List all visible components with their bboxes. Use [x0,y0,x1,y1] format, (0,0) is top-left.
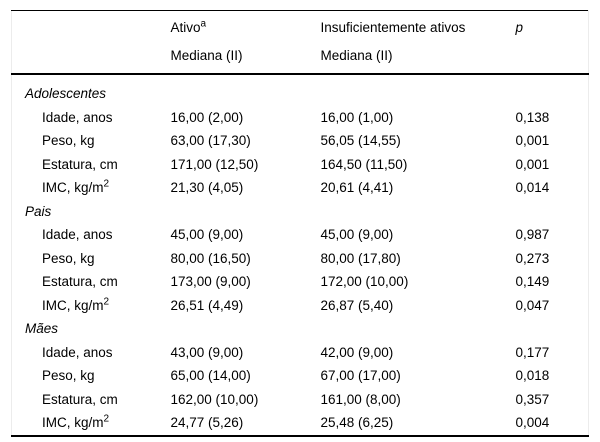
table-row: IMC, kg/m2 24,77 (5,26) 25,48 (6,25) 0,004 [12,411,589,436]
table-header: Ativoa Mediana (II) Insuficientemente at… [11,10,589,75]
table-row: IMC, kg/m2 26,51 (4,49) 26,87 (5,40) 0,047 [12,294,589,318]
table-row: Peso, kg 80,00 (16,50) 80,00 (17,80) 0,273 [12,247,589,271]
cell-ativo-value: 65,00 (14,00) [170,368,251,384]
table-row: IMC, kg/m2 21,30 (4,05) 20,61 (4,41) 0,014 [12,176,589,200]
header-ativo-column: Ativoa Mediana (II) [170,10,321,75]
table-body: Adolescentes Idade, anos 16,00 (2,00) 16,00… [12,74,589,436]
row-variable-label: Peso, kg [12,129,171,153]
header-insuficientemente-ativos-subtitle: Mediana (II) [320,48,393,63]
cell-insuficientemente-ativos-value: 25,48 (6,25) [320,415,394,431]
row-variable-label-text: IMC, kg/m [42,297,104,313]
header-insuficientemente-ativos-label: Insuficientemente ativos [320,20,466,35]
cell-insuficientemente-ativos-value: 26,87 (5,40) [320,297,394,313]
cell-ativo-value: 171,00 (12,50) [170,156,259,172]
cell-p-value: 0,001 [515,133,550,149]
cell-ativo-value: 173,00 (9,00) [170,274,251,290]
cell-insuficientemente-ativos-value: 45,00 (9,00) [320,227,394,243]
header-p-column: p [515,10,589,75]
cell-insuficientemente-ativos-value: 67,00 (17,00) [320,368,401,384]
unit-superscript: 2 [103,296,110,308]
section-header-row: Pais [12,200,589,224]
header-variable-column [11,10,171,75]
cell-ativo-value: 45,00 (9,00) [170,227,244,243]
unit-superscript: 2 [103,413,110,425]
cell-insuficientemente-ativos-value: 80,00 (17,80) [320,250,401,266]
medians-comparison-table: Ativoa Mediana (II) Insuficientemente at… [11,10,589,437]
cell-p-value: 0,149 [515,274,550,290]
header-row: Ativoa Mediana (II) Insuficientemente at… [11,10,589,75]
cell-insuficientemente-ativos-value: 56,05 (14,55) [320,133,401,149]
row-variable-label: Estatura, cm [12,388,171,412]
row-variable-label: Idade, anos [12,106,171,130]
cell-ativo-value: 24,77 (5,26) [170,415,244,431]
cell-p-value: 0,047 [515,297,550,313]
table-row: Peso, kg 65,00 (14,00) 67,00 (17,00) 0,018 [12,364,589,388]
cell-p-value: 0,138 [515,109,550,125]
section-name: Pais [25,203,52,219]
table-row: Peso, kg 63,00 (17,30) 56,05 (14,55) 0,001 [12,129,589,153]
section-header-row: Adolescentes [12,74,589,106]
cell-ativo-value: 43,00 (9,00) [170,344,244,360]
row-variable-label-text: Peso, kg [42,368,95,384]
row-variable-label-text: Peso, kg [42,250,95,266]
section-header-row: Mães [12,317,589,341]
table-row: Idade, anos 16,00 (2,00) 16,00 (1,00) 0,138 [12,106,589,130]
cell-ativo-value: 21,30 (4,05) [170,180,244,196]
unit-superscript: 2 [103,178,110,190]
row-variable-label-text: Idade, anos [42,227,113,243]
row-variable-label: IMC, kg/m2 [12,411,171,436]
header-insuficientemente-ativos-column: Insuficientemente ativos Mediana (II) [320,10,516,75]
row-variable-label-text: Idade, anos [42,109,113,125]
cell-ativo-value: 63,00 (17,30) [170,133,251,149]
row-variable-label-text: IMC, kg/m [42,180,104,196]
table-row: Estatura, cm 162,00 (10,00) 161,00 (8,00) 0… [12,388,589,412]
row-variable-label: IMC, kg/m2 [12,294,171,318]
cell-ativo-value: 26,51 (4,49) [170,297,244,313]
row-variable-label: Peso, kg [12,247,171,271]
section-name: Mães [25,321,59,337]
cell-insuficientemente-ativos-value: 164,50 (11,50) [320,156,408,172]
section-name: Adolescentes [25,86,107,102]
row-variable-label: Idade, anos [12,223,171,247]
header-ativo-subtitle: Mediana (II) [170,48,243,63]
row-variable-label: Peso, kg [12,364,171,388]
cell-ativo-value: 162,00 (10,00) [170,391,259,407]
table-row: Idade, anos 45,00 (9,00) 45,00 (9,00) 0,987 [12,223,589,247]
table-row: Estatura, cm 171,00 (12,50) 164,50 (11,50)… [12,153,589,177]
cell-p-value: 0,273 [515,250,550,266]
table-row: Idade, anos 43,00 (9,00) 42,00 (9,00) 0,177 [12,341,589,365]
cell-p-value: 0,014 [515,180,550,196]
row-variable-label: IMC, kg/m2 [12,176,171,200]
footnote-marker-a: a [200,18,207,30]
row-variable-label-text: IMC, kg/m [42,415,104,431]
cell-p-value: 0,987 [515,227,550,243]
row-variable-label-text: Estatura, cm [42,391,118,407]
row-variable-label: Estatura, cm [12,270,171,294]
cell-p-value: 0,004 [515,415,550,431]
cell-insuficientemente-ativos-value: 16,00 (1,00) [320,109,394,125]
cell-p-value: 0,357 [515,391,550,407]
row-variable-label-text: Estatura, cm [42,274,118,290]
cell-insuficientemente-ativos-value: 42,00 (9,00) [320,344,394,360]
row-variable-label: Estatura, cm [12,153,171,177]
header-p-label: p [515,20,524,35]
row-variable-label-text: Estatura, cm [42,156,118,172]
table-row: Estatura, cm 173,00 (9,00) 172,00 (10,00) 0… [12,270,589,294]
cell-ativo-value: 80,00 (16,50) [170,250,251,266]
cell-ativo-value: 16,00 (2,00) [170,109,244,125]
row-variable-label-text: Peso, kg [42,133,95,149]
cell-insuficientemente-ativos-value: 172,00 (10,00) [320,274,409,290]
row-variable-label: Idade, anos [12,341,171,365]
row-variable-label-text: Idade, anos [42,344,113,360]
cell-insuficientemente-ativos-value: 161,00 (8,00) [320,391,401,407]
header-ativo-label: Ativo [170,20,201,35]
cell-p-value: 0,018 [515,368,550,384]
cell-p-value: 0,001 [515,156,550,172]
cell-insuficientemente-ativos-value: 20,61 (4,41) [320,180,394,196]
cell-p-value: 0,177 [515,344,550,360]
